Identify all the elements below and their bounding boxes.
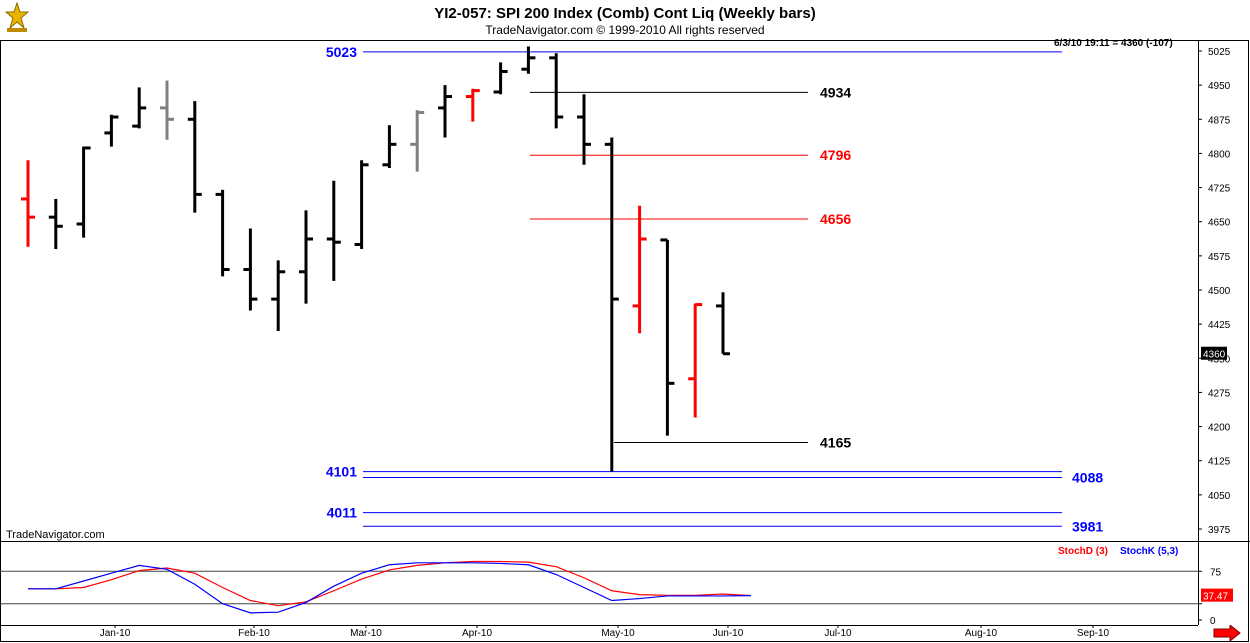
ohlc-bar — [354, 160, 369, 250]
price-readout: 6/3/10 19:11 = 4360 (-107) — [1054, 38, 1173, 49]
x-tick-label: Mar-10 — [350, 628, 382, 639]
ohlc-bar — [48, 198, 63, 250]
price-tick-label: 4350 — [1208, 354, 1231, 365]
ohlc-bar — [549, 53, 564, 129]
x-tick-label: Jul-10 — [824, 628, 852, 639]
ohlc-bar — [604, 137, 619, 472]
chart-frame — [0, 40, 1249, 642]
price-tick-label: 5025 — [1208, 47, 1231, 58]
price-tick-label: 4875 — [1208, 115, 1231, 126]
stoch-tick-label: 0 — [1210, 616, 1216, 627]
stoch-last-value-label: 37.47 — [1203, 592, 1228, 603]
ohlc-bar — [521, 46, 536, 74]
ohlc-bar — [160, 80, 174, 140]
ohlc-bar — [688, 303, 703, 418]
last-price-label: 4360 — [1203, 350, 1226, 361]
price-tick-label: 4575 — [1208, 252, 1231, 263]
ohlc-bar — [577, 94, 591, 165]
scroll-right-arrow-icon[interactable] — [1212, 625, 1242, 641]
stoch-tick-label: 75 — [1210, 567, 1222, 578]
stoch-series-line-1 — [28, 562, 751, 614]
ohlc-bar — [382, 125, 397, 168]
ohlc-bar — [215, 189, 230, 277]
level-label-4101: 4101 — [326, 464, 357, 480]
ohlc-bar — [104, 114, 119, 147]
ohlc-bar — [410, 110, 425, 172]
ohlc-bar — [132, 87, 147, 129]
price-tick-label: 3975 — [1208, 525, 1231, 536]
price-tick-label: 4425 — [1208, 320, 1231, 331]
price-tick-label: 4050 — [1208, 491, 1231, 502]
ohlc-bar — [243, 228, 258, 311]
x-tick-label: Jun-10 — [713, 628, 744, 639]
price-tick-label: 4800 — [1208, 149, 1231, 160]
x-tick-label: Feb-10 — [238, 628, 270, 639]
x-tick-label: Jan-10 — [100, 628, 131, 639]
level-label-4796: 4796 — [820, 147, 851, 163]
ohlc-bar — [493, 62, 508, 95]
ohlc-bar — [438, 85, 452, 138]
ohlc-bar — [660, 238, 675, 436]
ohlc-bar — [299, 210, 313, 304]
ohlc-bar — [76, 146, 91, 238]
ohlc-bar — [465, 88, 480, 122]
chart-copyright: TradeNavigator.com © 1999-2010 All right… — [485, 23, 765, 37]
ohlc-bar — [716, 292, 730, 356]
level-label-4011: 4011 — [327, 505, 358, 521]
price-tick-label: 4125 — [1208, 457, 1231, 468]
ohlc-bar — [271, 260, 286, 331]
level-label-4088: 4088 — [1072, 470, 1103, 486]
level-label-4165: 4165 — [820, 435, 851, 451]
last-price-box — [1201, 346, 1227, 360]
ohlc-bar — [326, 180, 341, 281]
x-tick-label: Sep-10 — [1077, 628, 1110, 639]
price-tick-label: 4650 — [1208, 218, 1231, 229]
x-tick-label: Apr-10 — [462, 628, 492, 639]
stoch-last-value-box — [1201, 588, 1233, 602]
ohlc-bar — [187, 101, 202, 213]
x-tick-label: Aug-10 — [965, 628, 998, 639]
level-label-4934: 4934 — [820, 84, 851, 100]
trade-navigator-logo — [4, 2, 30, 32]
stoch-legend-d: StochD (3) — [1058, 546, 1108, 557]
price-tick-label: 4950 — [1208, 81, 1231, 92]
ohlc-bar — [632, 205, 647, 334]
stoch-series-line-0 — [28, 560, 751, 607]
level-label-5023: 5023 — [326, 44, 357, 60]
price-tick-label: 4500 — [1208, 286, 1231, 297]
level-label-3981: 3981 — [1072, 518, 1103, 534]
price-tick-label: 4275 — [1208, 388, 1231, 399]
price-tick-label: 4200 — [1208, 423, 1231, 434]
watermark: TradeNavigator.com — [6, 529, 105, 541]
price-tick-label: 4725 — [1208, 184, 1231, 195]
level-label-4656: 4656 — [820, 211, 851, 227]
x-tick-label: May-10 — [601, 628, 635, 639]
ohlc-bar — [21, 160, 35, 247]
stoch-legend-k: StochK (5,3) — [1120, 546, 1178, 557]
chart-title: YI2-057: SPI 200 Index (Comb) Cont Liq (… — [434, 5, 816, 22]
